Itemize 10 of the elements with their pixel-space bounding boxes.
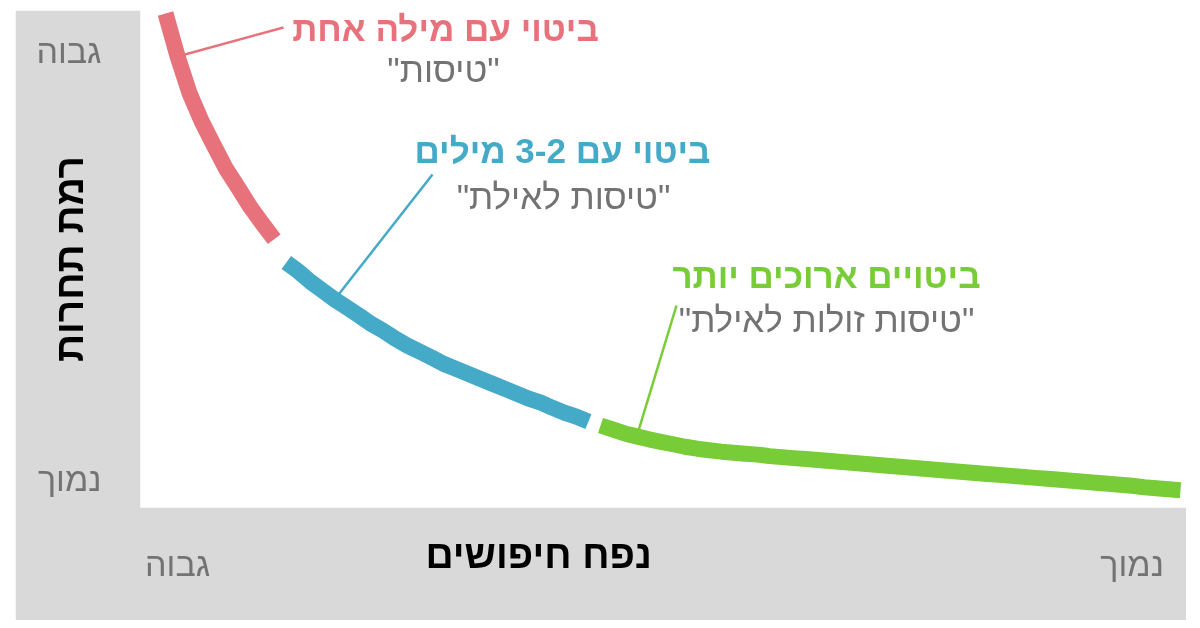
- annotation: "טיסות לאילת": [456, 177, 671, 216]
- text: ביטויים ארוכים יותר: [672, 256, 981, 295]
- annotation: "טיסות זולות לאילת": [678, 300, 975, 339]
- text: גבוה: [36, 31, 102, 70]
- x-axis-title: נפח חיפושים: [425, 533, 652, 576]
- text: נמוך: [37, 459, 102, 498]
- text: ביטוי עם 3-2 מילים: [414, 131, 711, 170]
- legend-label: ביטוי עם מילה אחת: [292, 9, 599, 48]
- annotation: "טיסות": [387, 50, 500, 89]
- y-axis-title: רמת תחרות: [48, 155, 92, 362]
